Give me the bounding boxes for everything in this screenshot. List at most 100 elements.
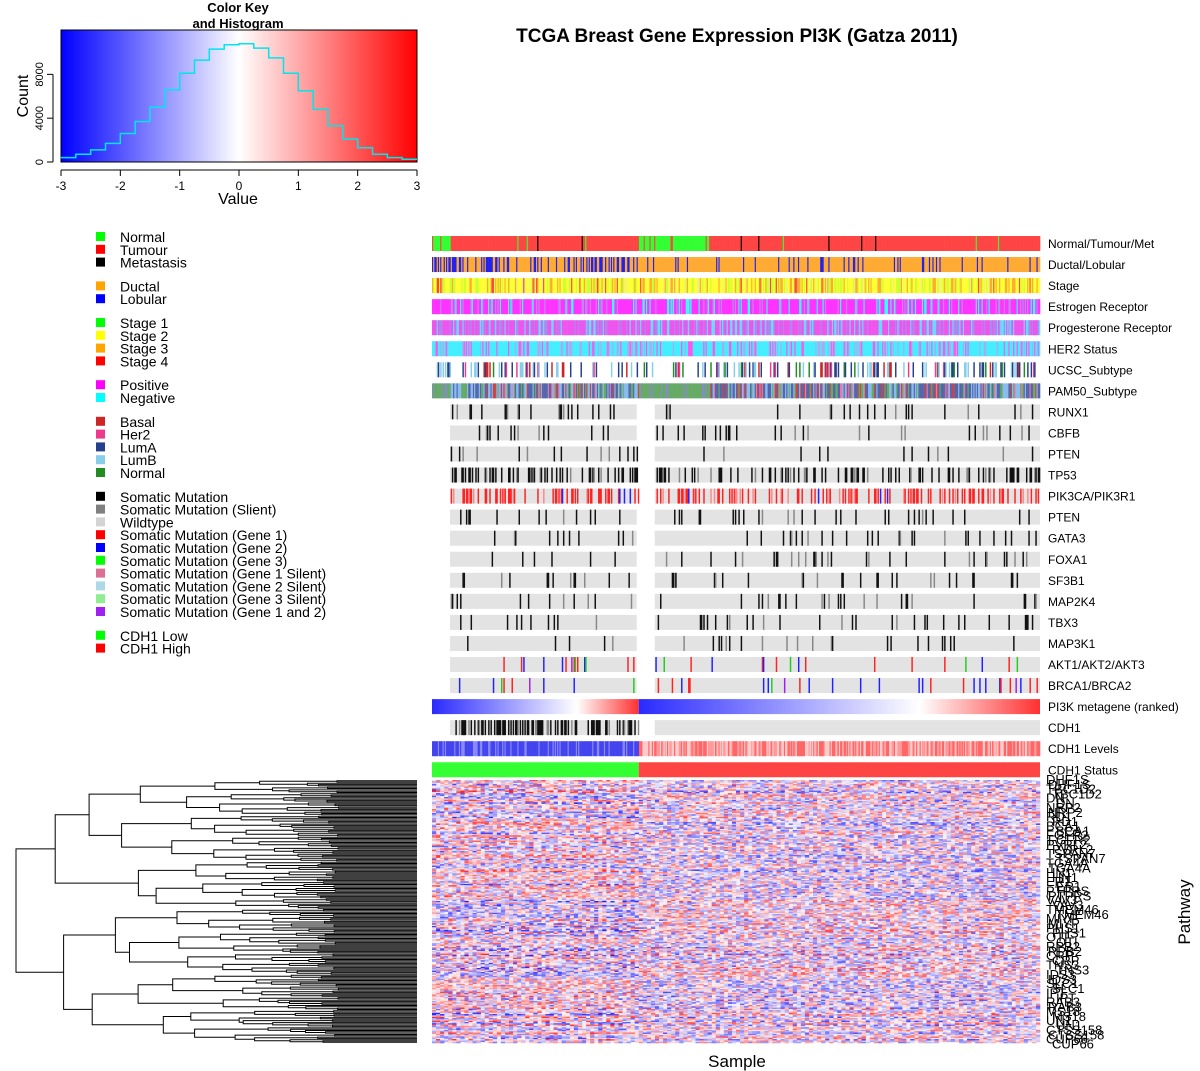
sample-cell	[610, 236, 613, 251]
sample-cell	[760, 362, 763, 378]
sample-cell	[552, 257, 554, 273]
sample-cell	[613, 236, 615, 251]
sample-cell	[677, 257, 680, 273]
sample-cell	[453, 488, 455, 504]
sample-cell	[999, 425, 1001, 441]
sample-cell	[1031, 236, 1034, 251]
sample-cell	[912, 278, 915, 294]
sample-cell	[567, 236, 570, 251]
sample-cell	[726, 614, 729, 630]
sample-cell	[536, 278, 538, 294]
sample-cell	[880, 236, 883, 251]
sample-cell	[769, 257, 772, 273]
sample-cell	[463, 488, 466, 504]
sample-cell	[800, 446, 802, 462]
sample-cell	[509, 236, 511, 251]
sample-cell	[478, 720, 481, 736]
sample-cell	[470, 257, 473, 273]
sample-cell	[948, 467, 951, 483]
sample-cell	[648, 257, 650, 273]
sample-cell	[947, 236, 950, 251]
legend-swatch	[96, 504, 105, 514]
sample-cell	[924, 236, 926, 251]
sample-cell	[833, 278, 835, 294]
sample-cell	[567, 720, 570, 736]
sample-cell	[544, 299, 546, 315]
sample-cell	[509, 467, 511, 483]
sample-cell	[884, 509, 886, 525]
sample-cell	[433, 257, 435, 273]
sample-cell	[696, 278, 698, 294]
sample-cell	[523, 257, 525, 273]
sample-cell	[902, 278, 904, 294]
sample-cell	[478, 299, 481, 315]
sample-cell	[1004, 257, 1007, 273]
sample-cell	[703, 488, 705, 504]
sample-cell	[574, 572, 577, 588]
sample-cell	[771, 236, 773, 251]
sample-cell	[565, 257, 567, 273]
sample-cell	[725, 278, 727, 294]
sample-cell	[909, 278, 911, 294]
sample-cell	[913, 257, 916, 273]
sample-cell	[592, 404, 594, 420]
sample-cell	[552, 488, 554, 504]
sample-cell	[508, 236, 510, 251]
sample-cell	[598, 236, 600, 251]
sample-cell	[808, 278, 810, 294]
sample-cell	[801, 278, 803, 294]
sample-cell	[967, 362, 969, 378]
sample-cell	[938, 362, 940, 378]
sample-cell	[546, 299, 549, 315]
sample-cell	[1035, 593, 1037, 609]
sample-cell	[504, 299, 506, 315]
sample-cell	[911, 278, 913, 294]
sample-cell	[662, 488, 664, 504]
color-key-xlabel: Value	[218, 191, 258, 208]
sample-cell	[469, 299, 471, 315]
sample-cell	[524, 720, 526, 736]
sample-cell	[464, 299, 467, 315]
sample-cell	[872, 236, 875, 251]
sample-cell	[476, 236, 478, 251]
sample-cell	[582, 257, 585, 273]
sample-cell	[952, 236, 954, 251]
sample-cell	[622, 467, 625, 483]
sample-cell	[966, 257, 968, 273]
sample-cell	[796, 278, 799, 294]
sample-cell	[804, 236, 807, 251]
sample-cell	[790, 530, 793, 546]
sample-cell	[911, 593, 913, 609]
sample-cell	[530, 404, 532, 420]
sample-cell	[718, 278, 720, 294]
sample-cell	[662, 257, 664, 273]
sample-cell	[754, 236, 757, 251]
sample-cell	[815, 236, 817, 251]
sample-cell	[878, 278, 881, 294]
color-key-title-2: and Histogram	[192, 16, 283, 31]
sample-cell	[645, 278, 648, 294]
sample-cell	[614, 467, 616, 483]
sample-cell	[644, 236, 647, 251]
sample-cell	[1037, 257, 1040, 273]
sample-cell	[458, 236, 461, 251]
sample-cell	[886, 236, 889, 251]
sample-cell	[524, 299, 526, 315]
sample-cell	[437, 257, 440, 273]
sample-cell	[612, 236, 614, 251]
sample-cell	[670, 257, 672, 273]
sample-cell	[973, 236, 975, 251]
sample-cell	[1000, 236, 1002, 251]
sample-cell	[619, 720, 621, 736]
sample-cell	[841, 257, 843, 273]
sample-cell	[477, 236, 480, 251]
sample-cell	[493, 530, 496, 546]
sample-cell	[926, 614, 929, 630]
sample-cell	[566, 467, 568, 483]
sample-cell	[503, 236, 505, 251]
sample-cell	[448, 236, 450, 251]
sample-cell	[746, 278, 748, 294]
sample-cell	[760, 530, 763, 546]
sample-cell	[486, 278, 489, 294]
sample-cell	[658, 278, 661, 294]
